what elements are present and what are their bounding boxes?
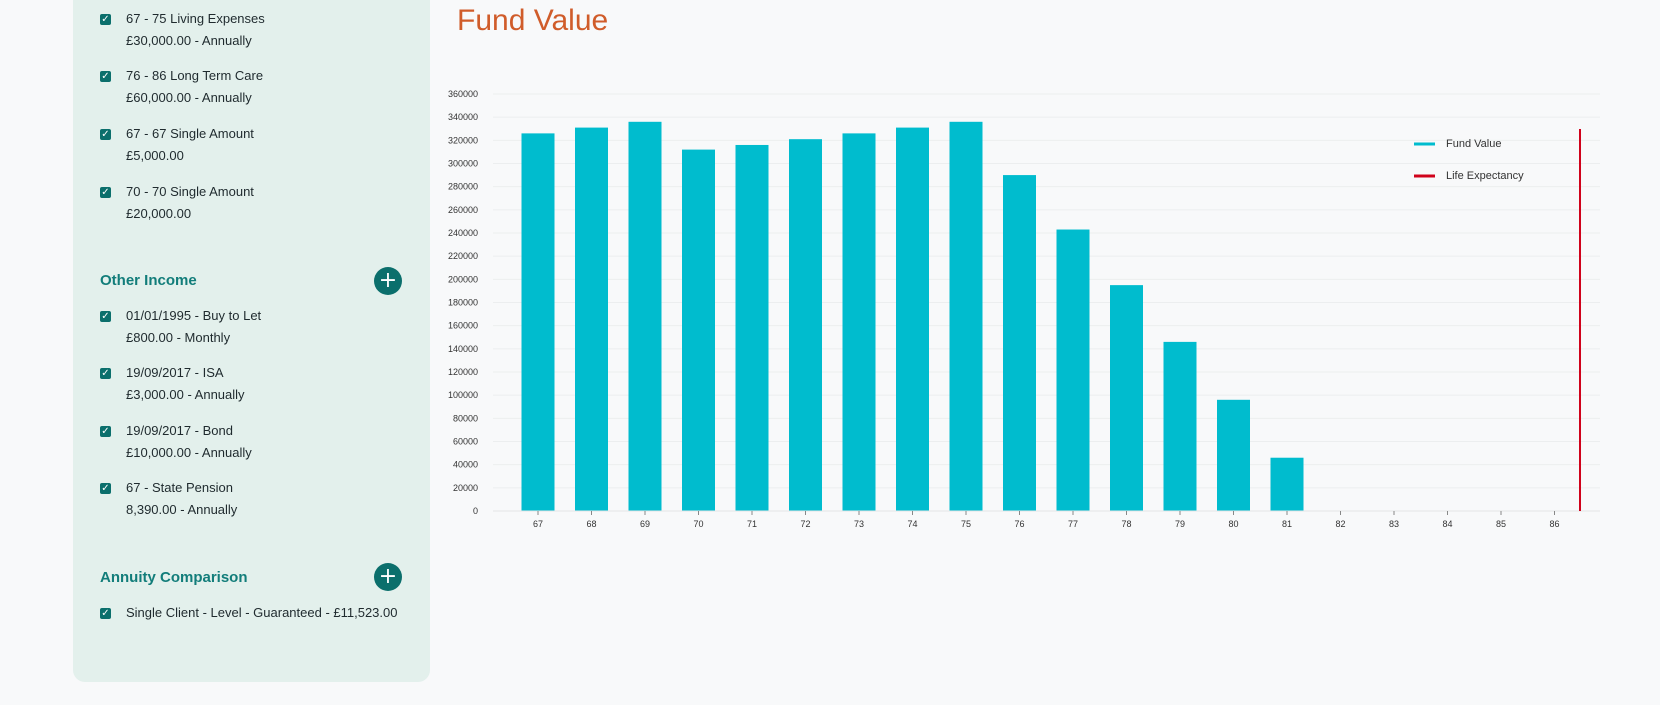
bar: [1003, 175, 1036, 511]
x-tick-label: 78: [1121, 519, 1131, 529]
expense-amount: £5,000.00: [126, 148, 184, 163]
y-tick-label: 240000: [448, 228, 478, 238]
y-tick-label: 60000: [453, 437, 478, 447]
bar: [682, 149, 715, 511]
bar: [1163, 341, 1197, 511]
y-tick-label: 160000: [448, 321, 478, 331]
checkbox[interactable]: ✓: [100, 426, 111, 437]
x-tick-label: 84: [1442, 519, 1452, 529]
expense-label: 67 - 75 Living Expenses: [126, 11, 265, 26]
y-tick-label: 280000: [448, 182, 478, 192]
x-tick-label: 76: [1014, 519, 1024, 529]
annuity-comparison-title: Annuity Comparison: [100, 569, 248, 586]
plus-icon: +: [378, 268, 398, 293]
y-tick-label: 40000: [453, 460, 478, 470]
y-tick-label: 200000: [448, 274, 478, 284]
bar: [1056, 229, 1090, 511]
x-tick-label: 81: [1282, 519, 1292, 529]
income-label: 19/09/2017 - ISA: [126, 365, 224, 380]
y-tick-label: 220000: [448, 251, 478, 261]
legend-label-fund-value: Fund Value: [1446, 138, 1501, 150]
bar: [1110, 285, 1143, 511]
sidebar: [73, 0, 430, 682]
checkbox[interactable]: ✓: [100, 187, 111, 198]
y-tick-label: 320000: [448, 135, 478, 145]
income-amount: 8,390.00 - Annually: [126, 502, 238, 517]
checkbox[interactable]: ✓: [100, 71, 111, 82]
bar: [735, 144, 769, 511]
fund-value-chart: 0 20000 40000 60000 80000 100000 120000 140000 1…: [448, 89, 1600, 529]
x-tick-label: 80: [1228, 519, 1238, 529]
x-tick-label: 71: [747, 519, 757, 529]
page-title: Fund Value: [457, 4, 609, 37]
x-axis: 67 68 69 70 71 72 73 74 75 76 77 78 79 80 81 82 83 84 85 86: [493, 510, 1600, 529]
grid: [493, 93, 1600, 489]
x-tick-label: 73: [854, 519, 864, 529]
y-tick-label: 260000: [448, 205, 478, 215]
x-tick-label: 75: [961, 519, 971, 529]
checkbox[interactable]: ✓: [100, 311, 111, 322]
x-tick-label: 69: [640, 519, 650, 529]
y-tick-label: 120000: [448, 367, 478, 377]
x-tick-label: 68: [586, 519, 596, 529]
bar: [789, 139, 822, 512]
bar: [896, 127, 929, 511]
x-tick-label: 74: [907, 519, 917, 529]
checkbox[interactable]: ✓: [100, 368, 111, 379]
expense-label: 70 - 70 Single Amount: [126, 184, 254, 199]
y-tick-label: 0: [473, 506, 478, 516]
income-label: 19/09/2017 - Bond: [126, 423, 233, 438]
y-tick-label: 140000: [448, 344, 478, 354]
bar: [842, 133, 876, 511]
income-amount: £3,000.00 - Annually: [126, 387, 245, 402]
x-tick-label: 72: [800, 519, 810, 529]
x-tick-label: 83: [1389, 519, 1399, 529]
income-amount: £10,000.00 - Annually: [126, 445, 252, 460]
y-tick-label: 300000: [448, 159, 478, 169]
checkbox[interactable]: ✓: [100, 483, 111, 494]
expense-amount: £20,000.00: [126, 206, 192, 221]
bar: [628, 121, 662, 512]
add-annuity-button[interactable]: +: [374, 563, 402, 591]
income-label: 67 - State Pension: [126, 480, 233, 495]
expense-label: 76 - 86 Long Term Care: [126, 68, 264, 83]
plus-icon: +: [378, 564, 398, 589]
legend-label-life-expectancy: Life Expectancy: [1446, 170, 1524, 182]
bar: [575, 127, 608, 511]
bars: [521, 121, 1304, 512]
bar: [521, 133, 555, 511]
y-tick-label: 340000: [448, 112, 478, 122]
bar: [1270, 457, 1304, 511]
checkbox[interactable]: ✓: [100, 608, 111, 619]
x-tick-label: 70: [693, 519, 703, 529]
expense-amount: £60,000.00 - Annually: [126, 90, 252, 105]
expense-label: 67 - 67 Single Amount: [126, 126, 254, 141]
x-tick-label: 77: [1068, 519, 1078, 529]
expense-amount: £30,000.00 - Annually: [126, 33, 252, 48]
legend: Fund Value Life Expectancy: [1414, 138, 1524, 182]
other-income-title: Other Income: [100, 272, 197, 289]
y-tick-label: 100000: [448, 390, 478, 400]
checkbox[interactable]: ✓: [100, 129, 111, 140]
y-tick-label: 20000: [453, 483, 478, 493]
y-tick-label: 180000: [448, 298, 478, 308]
x-tick-label: 86: [1549, 519, 1559, 529]
annuity-label: Single Client - Level - Guaranteed - £11…: [126, 605, 398, 620]
x-tick-label: 85: [1496, 519, 1506, 529]
income-label: 01/01/1995 - Buy to Let: [126, 308, 262, 323]
y-tick-label: 80000: [453, 413, 478, 423]
x-tick-label: 79: [1175, 519, 1185, 529]
bar: [1217, 399, 1250, 511]
bar: [949, 121, 983, 512]
add-other-income-button[interactable]: +: [374, 267, 402, 295]
x-tick-label: 67: [533, 519, 543, 529]
y-tick-label: 360000: [448, 89, 478, 99]
x-tick-label: 82: [1335, 519, 1345, 529]
y-axis: 0 20000 40000 60000 80000 100000 120000 140000 1…: [448, 89, 478, 516]
income-amount: £800.00 - Monthly: [126, 330, 231, 345]
checkbox[interactable]: ✓: [100, 14, 111, 25]
